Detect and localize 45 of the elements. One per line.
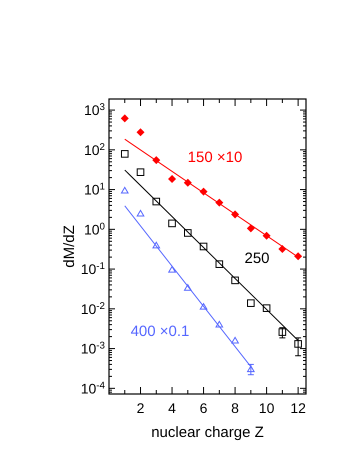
- point: [216, 260, 224, 268]
- x-tick-label: 8: [231, 400, 240, 416]
- x-axis-title: nuclear charge Z: [151, 424, 264, 441]
- point: [247, 299, 255, 307]
- point: [247, 224, 255, 232]
- point: [152, 198, 160, 206]
- y-tick-label: 10$^{0}$: [84, 220, 106, 238]
- point: [168, 266, 176, 273]
- point: [168, 220, 176, 228]
- x-tick-label: 6: [200, 400, 208, 416]
- point: [231, 336, 239, 344]
- point: [136, 128, 144, 136]
- y-tick-label: 10$^{-1}$: [80, 260, 105, 278]
- point: [120, 150, 129, 158]
- x-tick-label: 2: [136, 400, 145, 416]
- point: [200, 303, 208, 310]
- x-tick-label: 12: [290, 400, 306, 416]
- point: [216, 320, 224, 328]
- y-tick-label: 10$^{-4}$: [80, 380, 106, 396]
- point: [247, 366, 255, 372]
- point: [168, 175, 176, 183]
- y-axis-title: dM/dZ: [61, 225, 78, 268]
- x-tick-label: 4: [168, 400, 176, 416]
- y-tick-label: 10$^{3}$: [84, 102, 106, 118]
- point: [120, 186, 129, 194]
- point: [262, 304, 270, 312]
- point: [200, 242, 208, 250]
- legend-label: 250: [244, 250, 270, 267]
- point: [152, 242, 160, 248]
- y-tick-label: 10$^{1}$: [84, 181, 105, 198]
- y-tick-label: 10$^{-3}$: [80, 340, 106, 357]
- y-tick-label: 10$^{-2}$: [80, 300, 105, 317]
- point: [184, 284, 192, 291]
- series-label: 150 ×10: [188, 149, 242, 166]
- x-tick-label: 10: [258, 400, 275, 416]
- point: [278, 328, 286, 336]
- point: [184, 229, 192, 237]
- point: [120, 114, 129, 122]
- point: [136, 210, 144, 217]
- y-tick-label: 10$^{2}$: [84, 141, 105, 158]
- point: [231, 276, 239, 284]
- point: [136, 168, 144, 176]
- series-label: 400 ×0.1: [130, 323, 190, 340]
- point: [294, 340, 302, 348]
- point: [294, 252, 302, 260]
